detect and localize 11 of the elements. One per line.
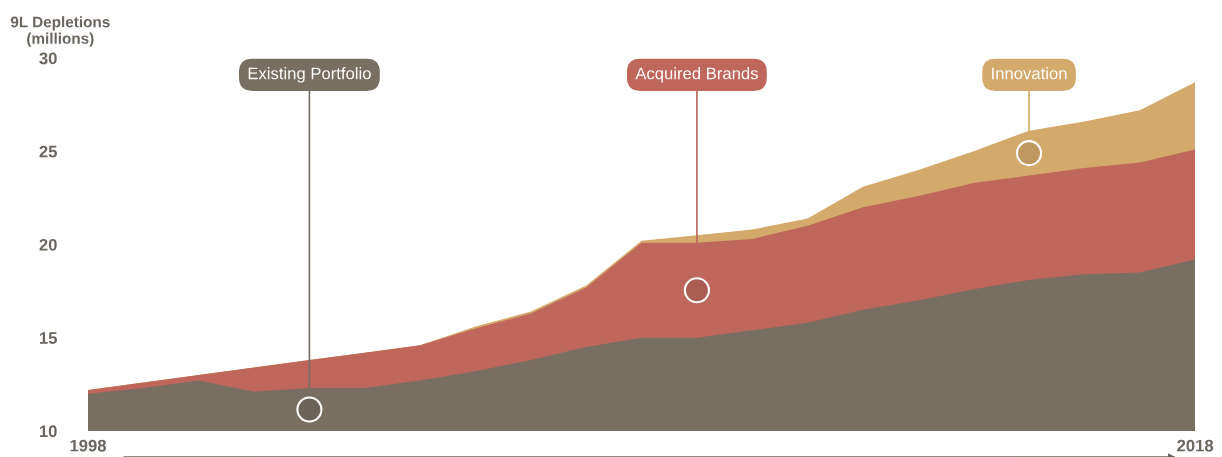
y-tick-label: 20 [39,238,57,251]
y-tick-label: 15 [39,332,57,344]
y-tick-label: 30 [39,52,57,65]
y-tick-label: 25 [39,145,57,158]
x-tick-label: 1998 [70,439,107,452]
text: Acquired Brands [635,67,758,83]
text: Existing Portfolio [248,67,371,83]
y-axis-title: 9L Depletions (millions) [10,16,110,47]
text: Innovation [992,67,1067,80]
x-tick-label: 2018 [1177,439,1214,452]
y-tick-label: 10 [39,425,57,438]
